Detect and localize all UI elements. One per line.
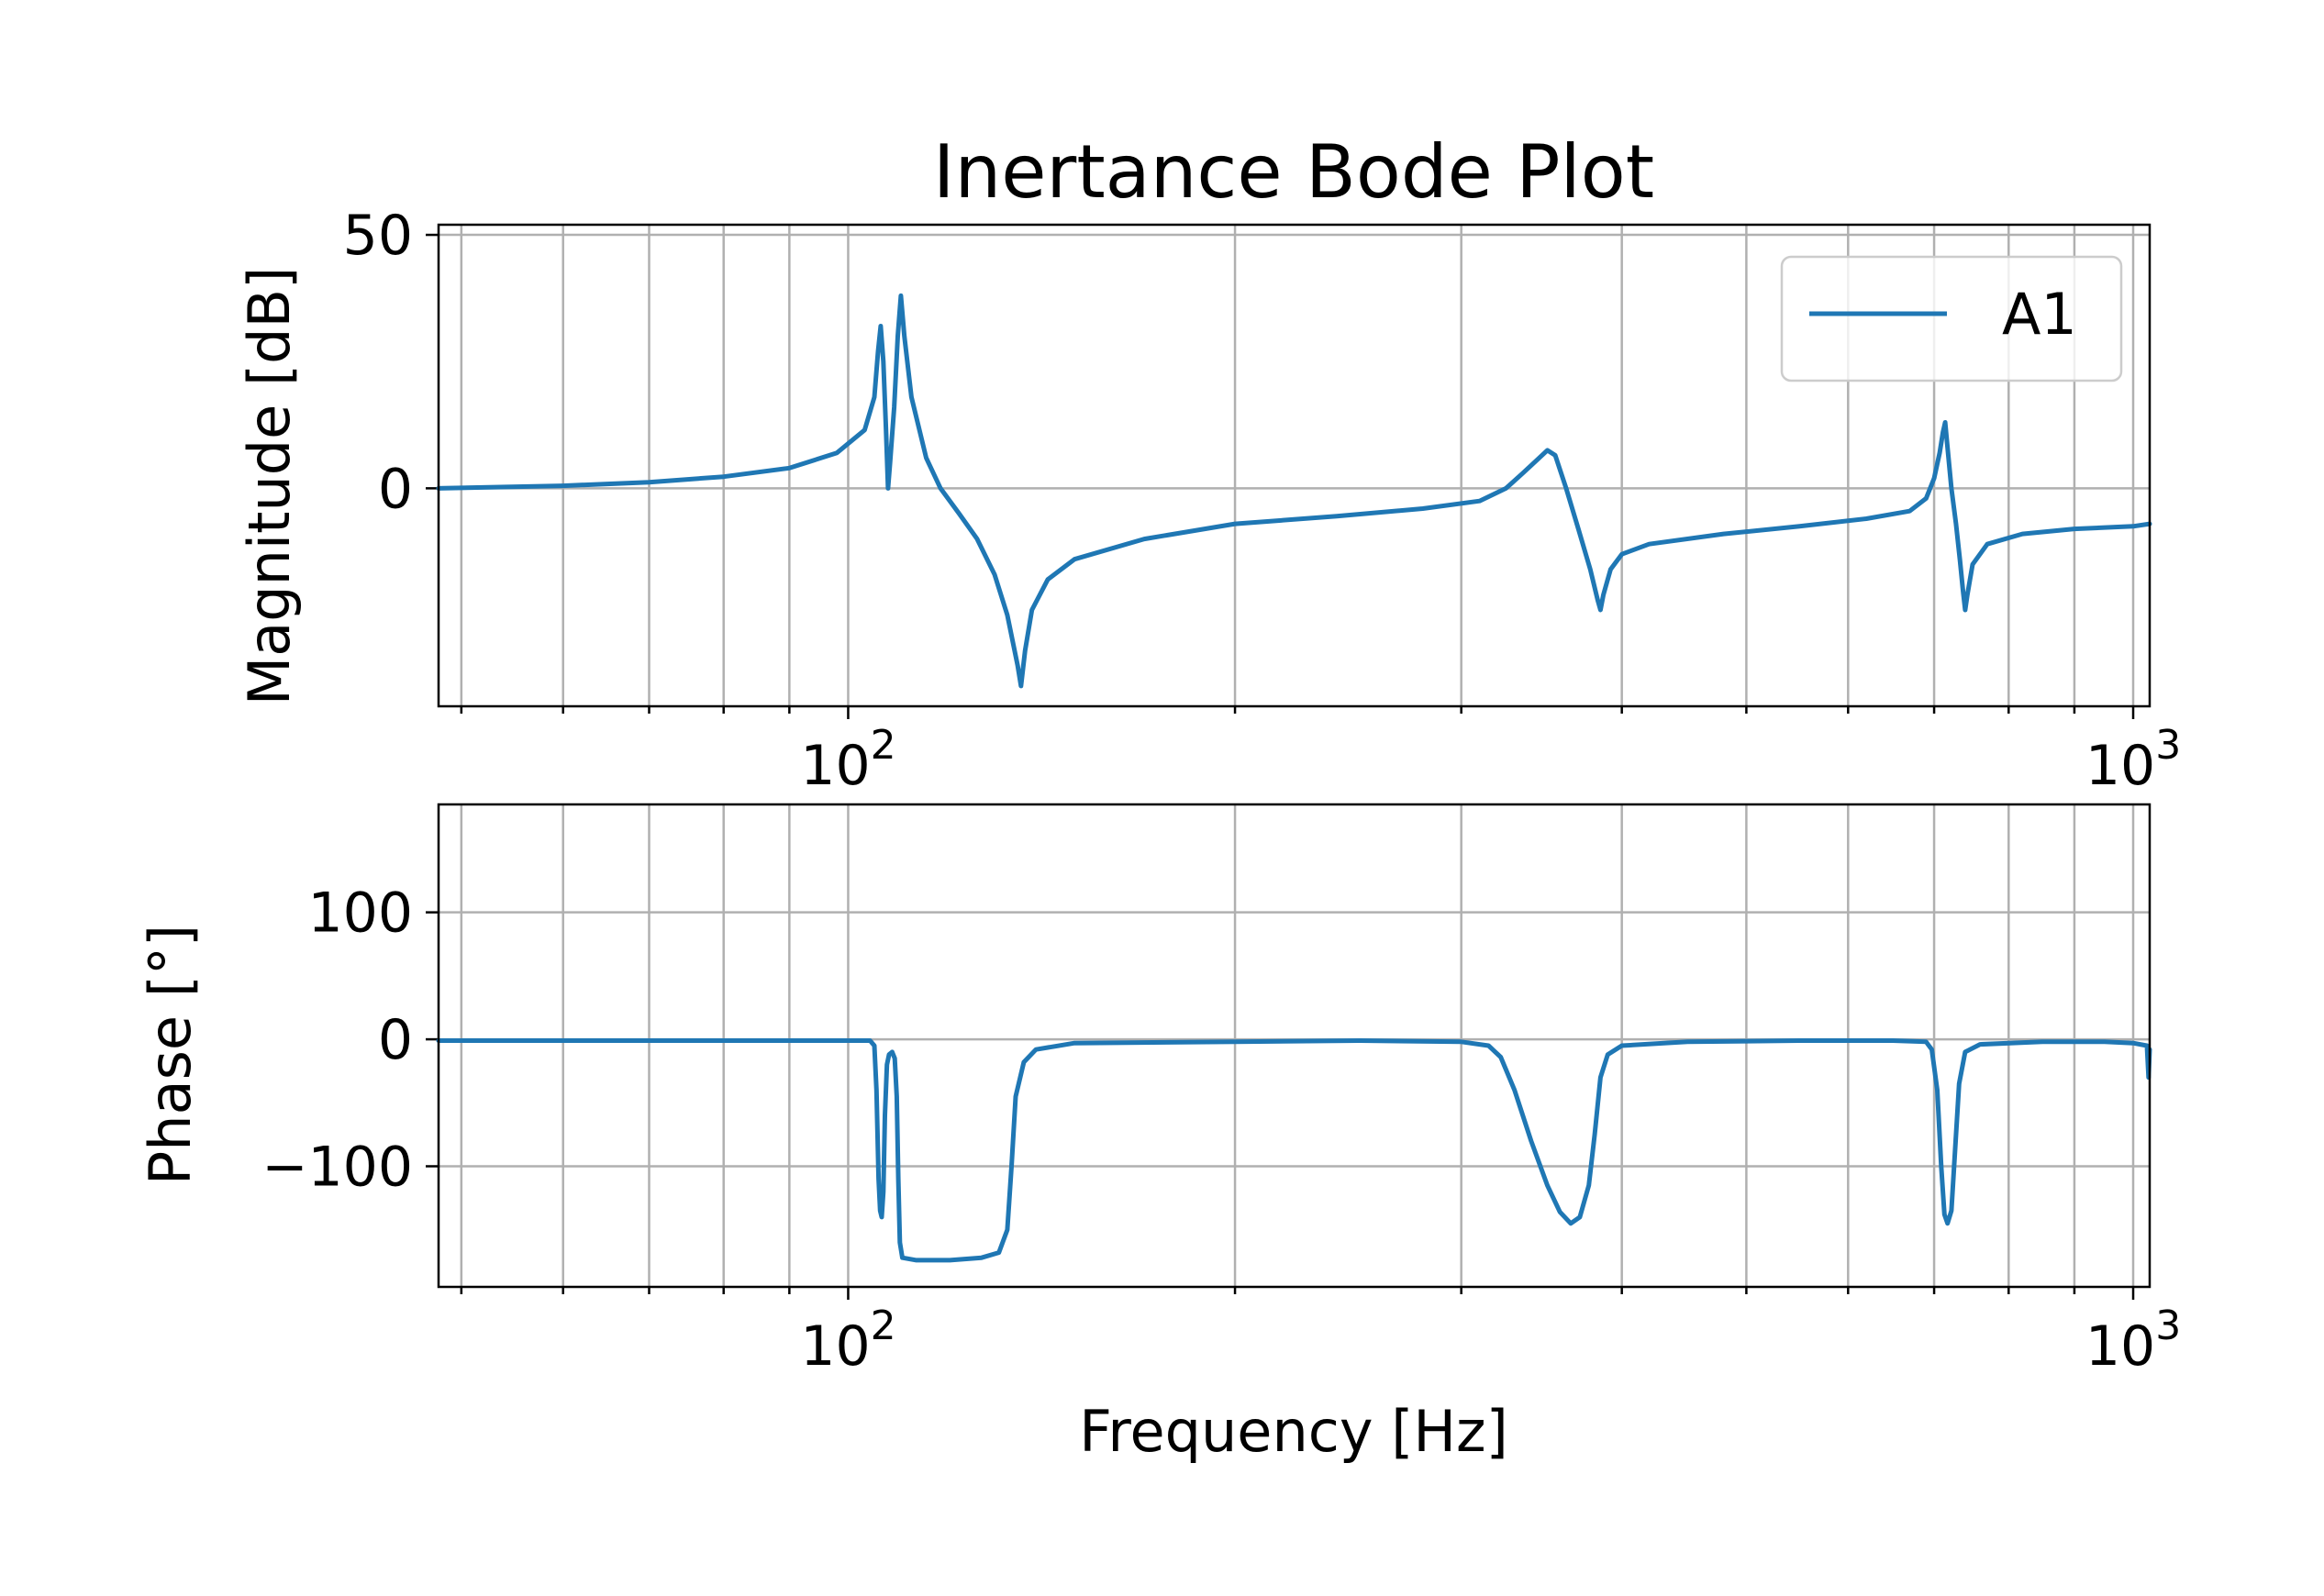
x-tick-label-exponent: 2 [871, 1302, 896, 1349]
legend-entry-label: A1 [2002, 281, 2077, 348]
x-tick-label: 102 [800, 1302, 895, 1379]
legend: A1 [1780, 255, 2123, 382]
phase-frame [437, 803, 2152, 1289]
x-tick-label-exponent: 3 [2155, 1302, 2181, 1349]
x-tick-label: 103 [2085, 722, 2181, 798]
x-tick-label-base: 10 [2085, 734, 2155, 798]
phase-x-ticks: 102 103 [460, 1287, 2181, 1379]
magnitude-x-ticks: 102 103 [460, 706, 2181, 798]
y-tick-label: 50 [343, 204, 413, 268]
phase-series-line [436, 1038, 2152, 1263]
x-tick-label-base: 10 [2085, 1314, 2155, 1379]
magnitude-series-line [436, 293, 2152, 689]
y-tick-label: 0 [378, 1008, 413, 1072]
x-tick-label-base: 10 [800, 1314, 870, 1379]
magnitude-y-ticks: 0 50 [343, 204, 439, 521]
y-tick-label: 100 [307, 881, 413, 946]
legend-box [1780, 255, 2123, 382]
magnitude-axes: 102 103 050 A1 Magnitude [dB] [236, 204, 2181, 798]
y-tick-label: −100 [261, 1136, 413, 1200]
x-tick-label-exponent: 2 [871, 722, 896, 769]
chart-title: Inertance Bode Plot [933, 129, 1654, 215]
magnitude-frame [437, 223, 2152, 708]
x-tick-label: 102 [800, 722, 895, 798]
magnitude-y-axis-label: Magnitude [dB] [236, 267, 303, 705]
phase-y-axis-label: Phase [°] [137, 925, 204, 1185]
x-tick-label-exponent: 3 [2155, 722, 2181, 769]
x-tick-label-base: 10 [800, 734, 870, 798]
x-tick-label: 103 [2085, 1302, 2181, 1379]
magnitude-grid [439, 225, 2150, 706]
y-tick-label: 0 [378, 457, 413, 521]
x-axis-label: Frequency [Hz] [1079, 1398, 1508, 1465]
phase-y-ticks: −100 0 100 [261, 881, 439, 1200]
